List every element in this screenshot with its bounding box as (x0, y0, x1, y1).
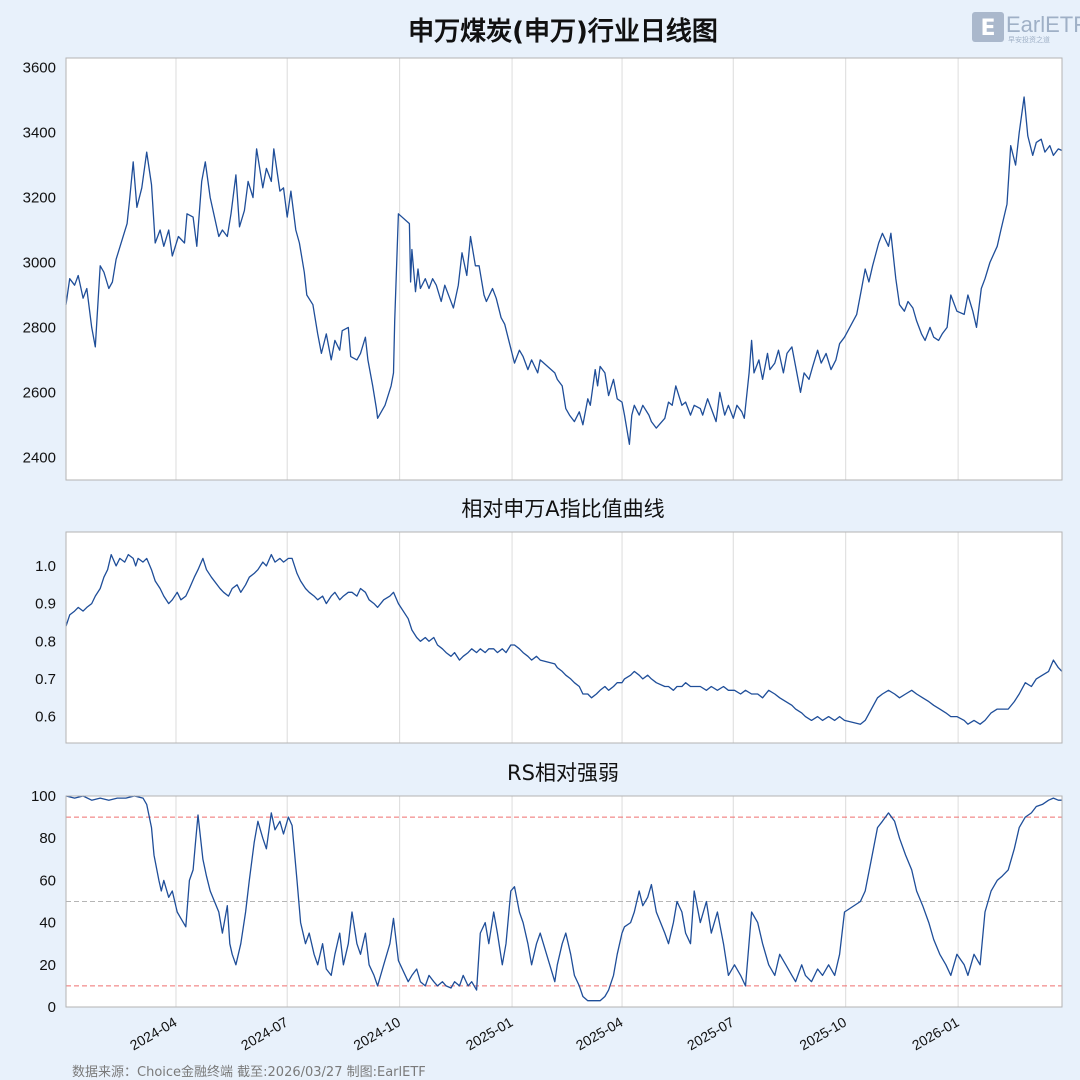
price-y-tick-label: 3000 (23, 255, 56, 272)
x-tick-label: 2024-04 (127, 1014, 180, 1054)
ratio-chart-title: 相对申万A指比值曲线 (461, 497, 664, 521)
price-chart-title: 申万煤炭(申万)行业日线图 (408, 16, 718, 47)
rs-plot-border (65, 795, 1063, 1008)
rs-y-tick-label: 100 (31, 788, 56, 805)
source-footer: 数据来源：Choice金融终端 截至:2026/03/27 制图:EarlETF (72, 1064, 426, 1080)
ratio-y-tick-label: 0.8 (35, 633, 56, 650)
x-tick-label: 2025-10 (797, 1014, 850, 1054)
price-y-tick-label: 3200 (23, 190, 56, 207)
rs-panel: RS相对强弱 (65, 761, 1063, 1008)
earletf-logo: E EarlETF 早安投资之道 (972, 12, 1080, 44)
ratio-series-line (65, 553, 1063, 725)
ratio-plot-area (65, 531, 1063, 744)
price-series-line (65, 96, 1063, 445)
ratio-y-tick-label: 0.9 (35, 596, 56, 613)
x-tick-label: 2025-04 (573, 1014, 626, 1054)
rs-y-tick-label: 20 (39, 957, 56, 974)
rs-y-tick-label: 60 (39, 872, 56, 889)
logo-text: EarlETF (1006, 12, 1080, 37)
logo-subtitle: 早安投资之道 (1008, 35, 1050, 44)
price-y-tick-label: 3400 (23, 125, 56, 142)
price-y-tick-label: 2400 (23, 449, 56, 466)
ratio-plot-border (65, 531, 1063, 744)
price-plot-border (65, 57, 1063, 481)
ratio-panel: 相对申万A指比值曲线 (65, 497, 1063, 744)
x-tick-label: 2025-01 (463, 1014, 516, 1054)
logo-icon-glyph: E (980, 16, 995, 41)
price-plot-area (65, 57, 1063, 481)
rs-y-tick-label: 80 (39, 830, 56, 847)
price-y-tick-label: 3600 (23, 60, 56, 77)
x-tick-label: 2025-07 (684, 1014, 737, 1054)
ratio-y-tick-label: 0.7 (35, 671, 56, 688)
ratio-y-tick-label: 0.6 (35, 709, 56, 726)
x-tick-label: 2026-01 (909, 1014, 962, 1054)
x-tick-label: 2024-10 (351, 1014, 404, 1054)
x-tick-label: 2024-07 (238, 1014, 291, 1054)
price-panel: 申万煤炭(申万)行业日线图 (65, 16, 1063, 481)
ratio-y-tick-label: 1.0 (35, 558, 56, 575)
rs-series-line (65, 795, 1062, 1002)
rs-y-tick-label: 40 (39, 915, 56, 932)
price-y-tick-label: 2600 (23, 384, 56, 401)
rs-chart-title: RS相对强弱 (507, 761, 619, 785)
price-y-tick-label: 2800 (23, 319, 56, 336)
logo-icon (972, 12, 1004, 42)
ratio-marks: 0.6 0.7 0.8 0.9 1.0 (35, 531, 1063, 744)
price-marks: 2400 2600 2800 3000 3200 3400 3600 (23, 57, 1063, 481)
rs-y-tick-label: 0 (48, 999, 56, 1016)
